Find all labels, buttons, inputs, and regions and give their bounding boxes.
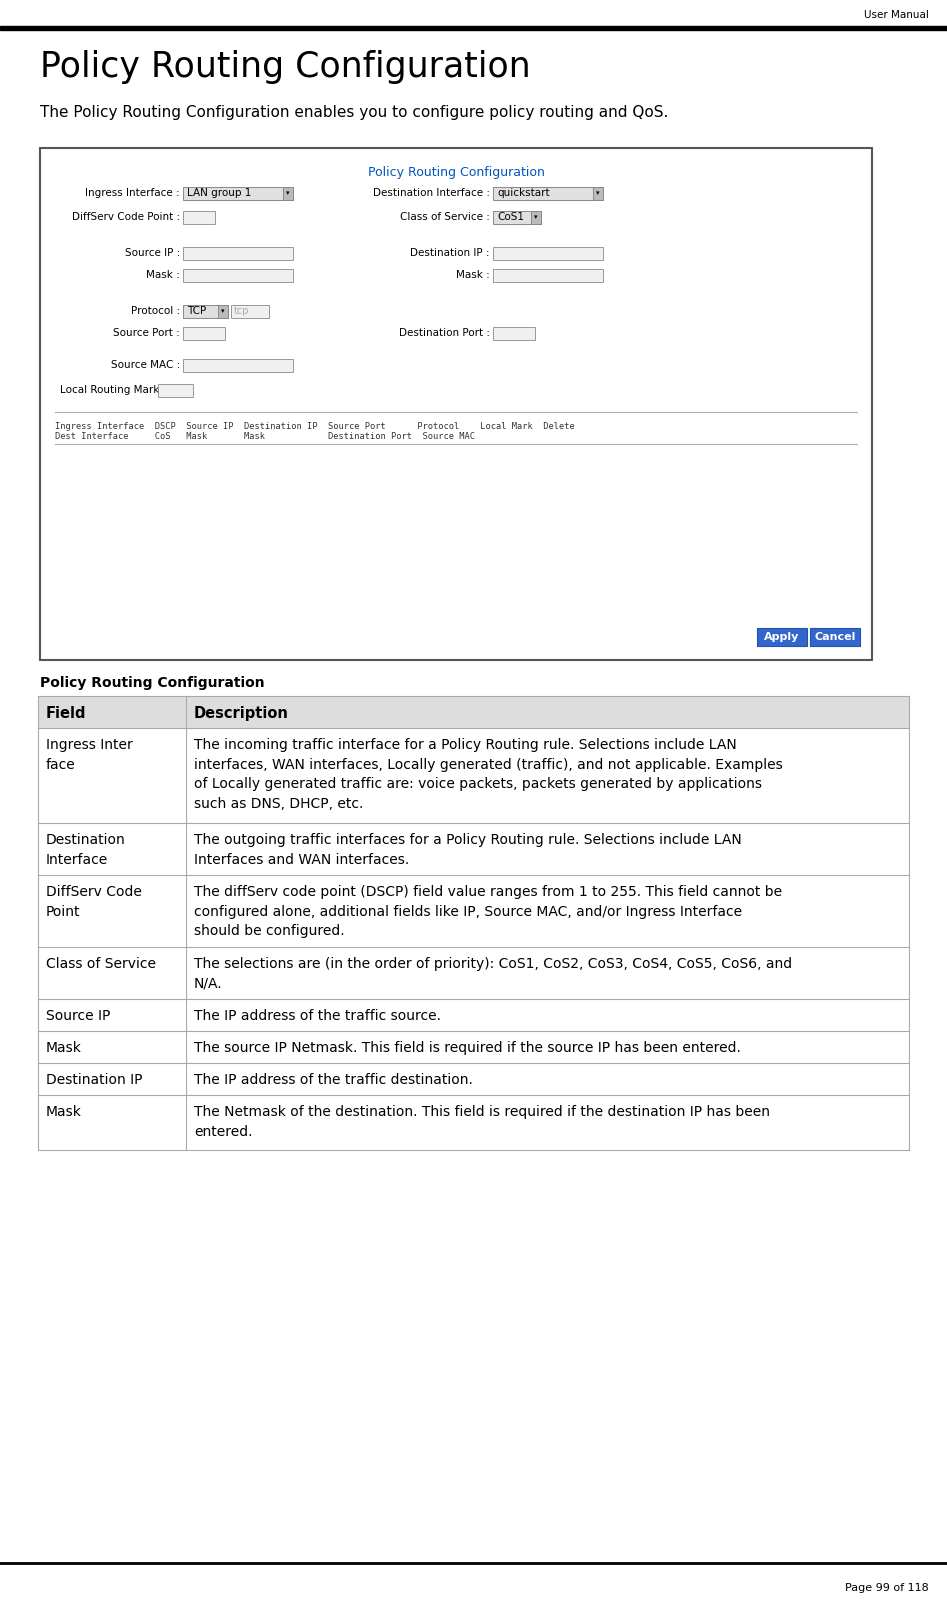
Bar xyxy=(38,1031,909,1063)
Text: Class of Service :: Class of Service : xyxy=(401,211,490,223)
Text: Dest Interface     CoS   Mask       Mask            Destination Port  Source MAC: Dest Interface CoS Mask Mask Destination… xyxy=(55,432,475,440)
Text: DiffServ Code
Point: DiffServ Code Point xyxy=(46,885,142,919)
Bar xyxy=(158,384,193,397)
Bar xyxy=(183,210,215,224)
Bar xyxy=(38,728,909,823)
Bar xyxy=(40,147,872,660)
Text: Policy Routing Configuration: Policy Routing Configuration xyxy=(367,167,545,179)
Text: Destination IP: Destination IP xyxy=(46,1073,142,1087)
Text: The outgoing traffic interfaces for a Policy Routing rule. Selections include LA: The outgoing traffic interfaces for a Po… xyxy=(194,833,742,866)
Text: The IP address of the traffic source.: The IP address of the traffic source. xyxy=(194,1009,441,1023)
Text: Mask: Mask xyxy=(46,1105,81,1119)
Bar xyxy=(183,247,293,259)
Bar xyxy=(218,304,228,317)
Bar xyxy=(810,628,860,645)
Text: The Netmask of the destination. This field is required if the destination IP has: The Netmask of the destination. This fie… xyxy=(194,1105,770,1138)
Text: Mask :: Mask : xyxy=(456,271,490,280)
Text: Protocol :: Protocol : xyxy=(131,306,180,315)
Text: Class of Service: Class of Service xyxy=(46,957,156,970)
Bar xyxy=(493,210,541,224)
Text: CoS1: CoS1 xyxy=(497,211,524,223)
Text: Source Port :: Source Port : xyxy=(114,328,180,338)
Bar xyxy=(493,327,535,339)
Bar xyxy=(531,210,541,224)
Text: Mask :: Mask : xyxy=(146,271,180,280)
Text: The diffServ code point (DSCP) field value ranges from 1 to 255. This field cann: The diffServ code point (DSCP) field val… xyxy=(194,885,782,938)
Text: Ingress Interface  DSCP  Source IP  Destination IP  Source Port      Protocol   : Ingress Interface DSCP Source IP Destina… xyxy=(55,423,575,431)
Text: Destination IP :: Destination IP : xyxy=(410,248,490,258)
Bar xyxy=(38,999,909,1031)
Text: Source MAC :: Source MAC : xyxy=(111,360,180,370)
Text: Destination Port :: Destination Port : xyxy=(399,328,490,338)
Text: LAN group 1: LAN group 1 xyxy=(187,187,251,199)
Bar xyxy=(183,304,228,317)
Text: Mask: Mask xyxy=(46,1041,81,1055)
Bar xyxy=(283,186,293,200)
Text: ▾: ▾ xyxy=(597,191,599,195)
Text: Source IP :: Source IP : xyxy=(125,248,180,258)
Text: ▾: ▾ xyxy=(222,307,224,314)
Text: Policy Routing Configuration: Policy Routing Configuration xyxy=(40,676,264,690)
Bar xyxy=(183,269,293,282)
Bar xyxy=(757,628,807,645)
Text: quickstart: quickstart xyxy=(497,187,549,199)
Text: The Policy Routing Configuration enables you to configure policy routing and QoS: The Policy Routing Configuration enables… xyxy=(40,106,669,120)
Text: ▾: ▾ xyxy=(286,191,290,195)
Text: TCP: TCP xyxy=(187,306,206,315)
Bar xyxy=(493,247,603,259)
Bar xyxy=(183,186,293,200)
Text: The incoming traffic interface for a Policy Routing rule. Selections include LAN: The incoming traffic interface for a Pol… xyxy=(194,738,783,810)
Text: ▾: ▾ xyxy=(534,215,538,219)
Bar xyxy=(231,304,269,317)
Bar xyxy=(38,876,909,948)
Text: DiffServ Code Point :: DiffServ Code Point : xyxy=(72,211,180,223)
Text: Policy Routing Configuration: Policy Routing Configuration xyxy=(40,50,530,83)
Text: Destination
Interface: Destination Interface xyxy=(46,833,126,866)
Bar xyxy=(493,269,603,282)
Text: Cancel: Cancel xyxy=(814,632,856,642)
Text: Destination Interface :: Destination Interface : xyxy=(373,187,490,199)
Text: Source IP: Source IP xyxy=(46,1009,111,1023)
Bar xyxy=(38,948,909,999)
Bar xyxy=(38,823,909,876)
Bar xyxy=(38,696,909,728)
Text: User Manual: User Manual xyxy=(864,10,929,19)
Bar xyxy=(183,327,225,339)
Text: Ingress Inter
face: Ingress Inter face xyxy=(46,738,133,772)
Bar xyxy=(0,26,947,30)
Bar xyxy=(593,186,603,200)
Text: Apply: Apply xyxy=(764,632,799,642)
Bar xyxy=(38,1095,909,1150)
Text: Ingress Interface :: Ingress Interface : xyxy=(85,187,180,199)
Text: Local Routing Mark:: Local Routing Mark: xyxy=(60,384,163,395)
Bar xyxy=(183,359,293,371)
Text: The selections are (in the order of priority): CoS1, CoS2, CoS3, CoS4, CoS5, CoS: The selections are (in the order of prio… xyxy=(194,957,792,991)
Text: The IP address of the traffic destination.: The IP address of the traffic destinatio… xyxy=(194,1073,473,1087)
Text: Page 99 of 118: Page 99 of 118 xyxy=(846,1583,929,1593)
Text: tcp: tcp xyxy=(234,306,249,315)
Text: Field: Field xyxy=(46,706,86,720)
Bar xyxy=(493,186,603,200)
Text: Description: Description xyxy=(194,706,289,720)
Bar xyxy=(38,1063,909,1095)
Text: The source IP Netmask. This field is required if the source IP has been entered.: The source IP Netmask. This field is req… xyxy=(194,1041,741,1055)
